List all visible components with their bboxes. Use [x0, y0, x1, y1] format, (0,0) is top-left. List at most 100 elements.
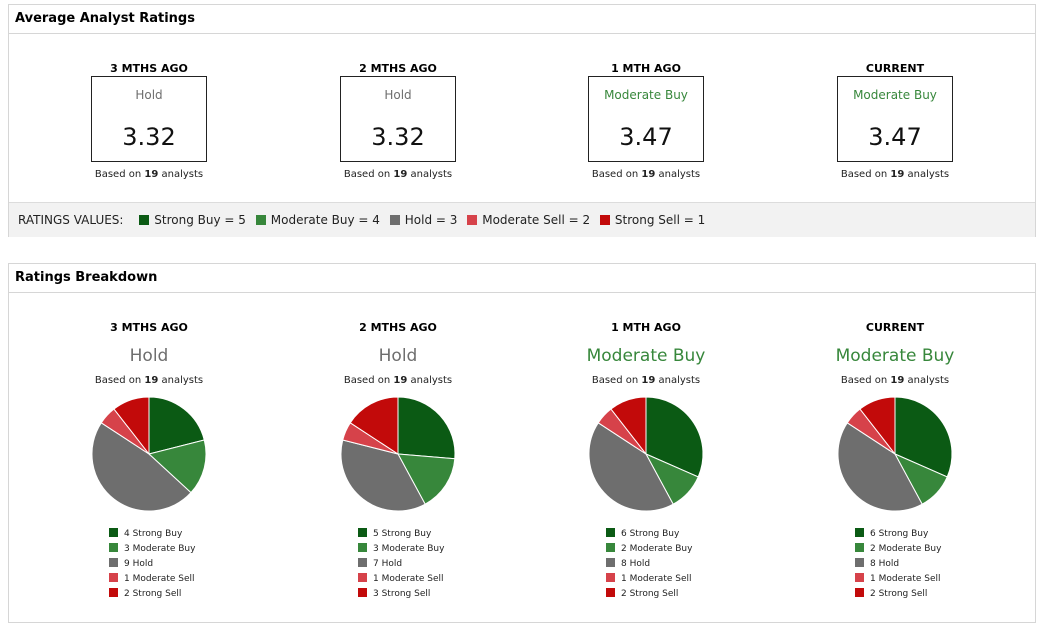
legend-swatch	[855, 573, 864, 582]
legend-label: 3 Moderate Buy	[124, 544, 196, 554]
pie-legend-item-moderate-buy: 3 Moderate Buy	[109, 542, 195, 557]
rating-label: Moderate Buy	[604, 88, 688, 102]
legend-swatch	[855, 528, 864, 537]
pie-slice-strong-sell	[859, 396, 896, 456]
rating-score: 3.47	[868, 123, 922, 151]
based-on-text: Based on 19 analysts	[343, 169, 453, 180]
breakdown-rating-label: Hold	[378, 346, 418, 366]
pie-slice-strong-sell	[610, 396, 647, 456]
pie-slice-strong-buy	[397, 396, 456, 460]
legend-label: 8 Hold	[870, 559, 900, 569]
average-ratings-panel: Average Analyst Ratings 3 MTHS AGO Hold …	[8, 4, 1036, 237]
legend-swatch	[109, 573, 118, 582]
legend-swatch	[606, 528, 615, 537]
swatch-moderate-buy	[255, 215, 266, 225]
based-on-text: Based on 19 analysts	[591, 375, 701, 386]
breakdown-rating-label: Hold	[129, 346, 169, 366]
swatch-hold	[389, 215, 400, 225]
legend-label: 1 Moderate Sell	[373, 574, 444, 584]
pie-legend-item-hold: 9 Hold	[109, 557, 195, 572]
period-header: CURRENT	[865, 62, 925, 75]
analyst-count: 19	[144, 169, 159, 180]
pie-legend-item-hold: 8 Hold	[855, 557, 941, 572]
based-on-text: Based on 19 analysts	[591, 169, 701, 180]
legend-label: 6 Strong Buy	[621, 529, 680, 539]
analyst-count: 19	[890, 169, 905, 180]
analyst-count: 19	[144, 375, 159, 386]
legend-swatch	[358, 528, 367, 537]
legend-label: 1 Moderate Sell	[124, 574, 195, 584]
legend-label: 3 Strong Sell	[373, 589, 431, 599]
legend-label: 9 Hold	[124, 559, 154, 569]
pie-legend-item-strong-sell: 2 Strong Sell	[606, 587, 692, 602]
legend-swatch	[606, 588, 615, 597]
pie-slice-strong-buy	[148, 396, 205, 455]
legend-label: 2 Strong Sell	[621, 589, 679, 599]
ratings-value-hold: Hold = 3	[389, 203, 457, 237]
legend-label: 4 Strong Buy	[124, 529, 183, 539]
legend-label: 3 Moderate Buy	[373, 544, 445, 554]
pie-slice-hold	[588, 422, 674, 512]
legend-swatch	[358, 543, 367, 552]
pie-legend-item-strong-sell: 2 Strong Sell	[109, 587, 195, 602]
legend-swatch	[109, 558, 118, 567]
period-header: 1 MTH AGO	[611, 321, 681, 334]
analyst-count: 19	[641, 375, 656, 386]
legend-label: 5 Strong Buy	[373, 529, 432, 539]
pie-slice-moderate-buy	[397, 453, 456, 505]
pie-legend-item-moderate-buy: 3 Moderate Buy	[358, 542, 444, 557]
pie-slice-strong-buy	[894, 396, 953, 478]
swatch-moderate-sell	[467, 215, 478, 225]
rating-score: 3.32	[122, 123, 176, 151]
swatch-strong-sell	[599, 215, 610, 225]
pie-legend-item-moderate-sell: 1 Moderate Sell	[606, 572, 692, 587]
legend-label: 2 Strong Sell	[870, 589, 928, 599]
pie-legend: 5 Strong Buy 3 Moderate Buy 7 Hold 1 Modera…	[358, 527, 444, 602]
rating-box: Moderate Buy 3.47	[837, 76, 953, 162]
based-on-text: Based on 19 analysts	[94, 375, 204, 386]
pie-chart	[340, 396, 456, 512]
rating-score: 3.32	[371, 123, 425, 151]
pie-legend-item-moderate-sell: 1 Moderate Sell	[855, 572, 941, 587]
breakdown-rating-label: Moderate Buy	[835, 346, 955, 366]
pie-slice-strong-buy	[645, 396, 704, 478]
ratings-breakdown-panel: Ratings Breakdown 3 MTHS AGO Hold Based …	[8, 263, 1036, 623]
rating-box: Moderate Buy 3.47	[588, 76, 704, 162]
swatch-strong-buy	[139, 215, 150, 225]
period-header: 2 MTHS AGO	[359, 62, 437, 75]
rating-label: Hold	[135, 88, 163, 102]
legend-swatch	[606, 573, 615, 582]
period-header: 3 MTHS AGO	[110, 321, 188, 334]
pie-legend-item-strong-sell: 2 Strong Sell	[855, 587, 941, 602]
ratings-value-moderate-buy: Moderate Buy = 4	[255, 203, 380, 237]
pie-legend: 6 Strong Buy 2 Moderate Buy 8 Hold 1 Modera…	[606, 527, 692, 602]
rating-box: Hold 3.32	[91, 76, 207, 162]
legend-swatch	[358, 573, 367, 582]
based-on-text: Based on 19 analysts	[840, 375, 950, 386]
legend-swatch	[109, 543, 118, 552]
legend-label: 2 Moderate Buy	[621, 544, 693, 554]
pie-slice-hold	[91, 422, 192, 512]
pie-legend-item-hold: 8 Hold	[606, 557, 692, 572]
analyst-count: 19	[641, 169, 656, 180]
legend-label: 2 Strong Sell	[124, 589, 182, 599]
period-header: CURRENT	[865, 321, 925, 334]
pie-legend: 6 Strong Buy 2 Moderate Buy 8 Hold 1 Modera…	[855, 527, 941, 602]
legend-swatch	[606, 543, 615, 552]
pie-chart	[837, 396, 953, 512]
pie-chart	[588, 396, 704, 512]
pie-legend-item-moderate-buy: 2 Moderate Buy	[606, 542, 692, 557]
legend-label: 1 Moderate Sell	[621, 574, 692, 584]
based-on-text: Based on 19 analysts	[343, 375, 453, 386]
rating-label: Moderate Buy	[853, 88, 937, 102]
pie-slice-hold	[837, 422, 923, 512]
ratings-values-label: RATINGS VALUES:	[18, 213, 124, 227]
analyst-count: 19	[393, 375, 408, 386]
breakdown-rating-label: Moderate Buy	[586, 346, 706, 366]
period-header: 3 MTHS AGO	[110, 62, 188, 75]
legend-label: 1 Moderate Sell	[870, 574, 941, 584]
pie-legend-item-strong-buy: 6 Strong Buy	[855, 527, 941, 542]
pie-legend-item-moderate-sell: 1 Moderate Sell	[109, 572, 195, 587]
rating-label: Hold	[384, 88, 412, 102]
legend-swatch	[358, 588, 367, 597]
